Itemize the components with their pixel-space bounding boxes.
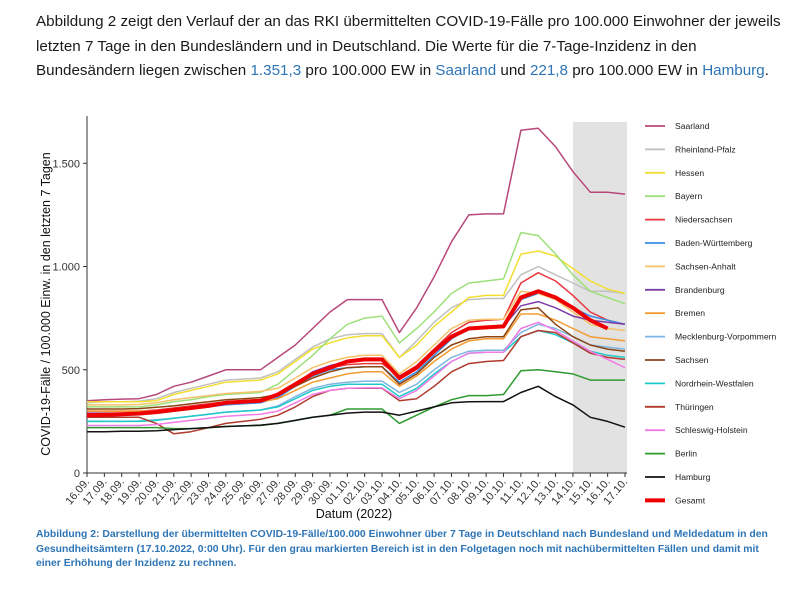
value-low-link[interactable]: 221,8 (529, 62, 568, 79)
series-line-hamburg (87, 385, 626, 433)
legend-label-thueringen: Thüringen (675, 402, 714, 412)
intro-text-5: . (764, 62, 769, 79)
intro-paragraph: Abbildung 2 zeigt den Verlauf der an das… (36, 10, 781, 84)
incidence-chart: 05001.0001.50016.09.17.09.18.09.19.09.20… (39, 116, 776, 521)
y-tick-label: 500 (62, 365, 80, 377)
legend-label-schleswig-holstein: Schleswig-Holstein (675, 425, 748, 435)
series-line-saarland (86, 127, 626, 402)
series-line-niedersachsen (87, 271, 626, 412)
intro-text-1: Abbildung 2 zeigt den Verlauf der an das… (36, 13, 781, 79)
legend-label-niedersachsen: Niedersachsen (675, 215, 733, 225)
legend-label-hamburg: Hamburg (675, 472, 711, 482)
series-line-bayern (87, 231, 626, 408)
legend-label-gesamt: Gesamt (675, 495, 706, 505)
legend-label-sachsen-anhalt: Sachsen-Anhalt (675, 261, 736, 271)
figure-caption: Abbildung 2: Darstellung der übermittelt… (36, 529, 768, 570)
state-low-link[interactable]: Hamburg (702, 62, 765, 79)
series-line-schleswig-holstein (87, 321, 626, 427)
legend-label-rheinland-pfalz: Rheinland-Pfalz (675, 144, 736, 154)
x-axis-label: Datum (2022) (316, 507, 392, 521)
y-tick-label: 1.500 (52, 158, 80, 170)
series-line-hessen (87, 250, 626, 403)
state-high-link[interactable]: Saarland (435, 62, 497, 79)
intro-text-4: pro 100.000 EW in (567, 62, 703, 79)
y-axis-label: COVID-19-Fälle / 100.000 Einw. in den le… (39, 152, 53, 455)
intro-text-2: pro 100.000 EW in (301, 62, 436, 79)
legend-label-mecklenburg-vorpommern: Mecklenburg-Vorpommern (675, 332, 776, 342)
late-report-shading-group (572, 122, 627, 473)
legend-label-bremen: Bremen (675, 308, 705, 318)
legend-label-saarland: Saarland (675, 121, 710, 131)
legend: Saarland Rheinland-Pfalz Hessen Bayern Niede… (645, 121, 776, 505)
late-report-shade (572, 122, 627, 473)
legend-label-nordrhein-westfalen: Nordrhein-Westfalen (675, 378, 754, 388)
legend-label-brandenburg: Brandenburg (675, 285, 725, 295)
series-line-rheinland-pfalz (86, 265, 626, 404)
series-line-berlin (87, 369, 625, 430)
legend-label-berlin: Berlin (675, 449, 697, 459)
intro-text-3: und (496, 62, 530, 79)
y-tick-label: 1.000 (52, 262, 80, 274)
series-lines-group (86, 127, 626, 435)
tick-labels-group: 05001.0001.50016.09.17.09.18.09.19.09.20… (52, 158, 630, 507)
legend-label-bayern: Bayern (675, 191, 702, 201)
series-line-gesamt (86, 289, 609, 418)
series-line-nordrhein-westfalen (87, 329, 626, 423)
value-high-link[interactable]: 1.351,3 (250, 62, 302, 79)
legend-label-baden-wuerttemberg: Baden-Württemberg (675, 238, 753, 248)
series-line-sachsen (87, 307, 626, 410)
legend-label-hessen: Hessen (675, 168, 704, 178)
y-tick-label: 0 (74, 468, 80, 480)
legend-label-sachsen: Sachsen (675, 355, 709, 365)
